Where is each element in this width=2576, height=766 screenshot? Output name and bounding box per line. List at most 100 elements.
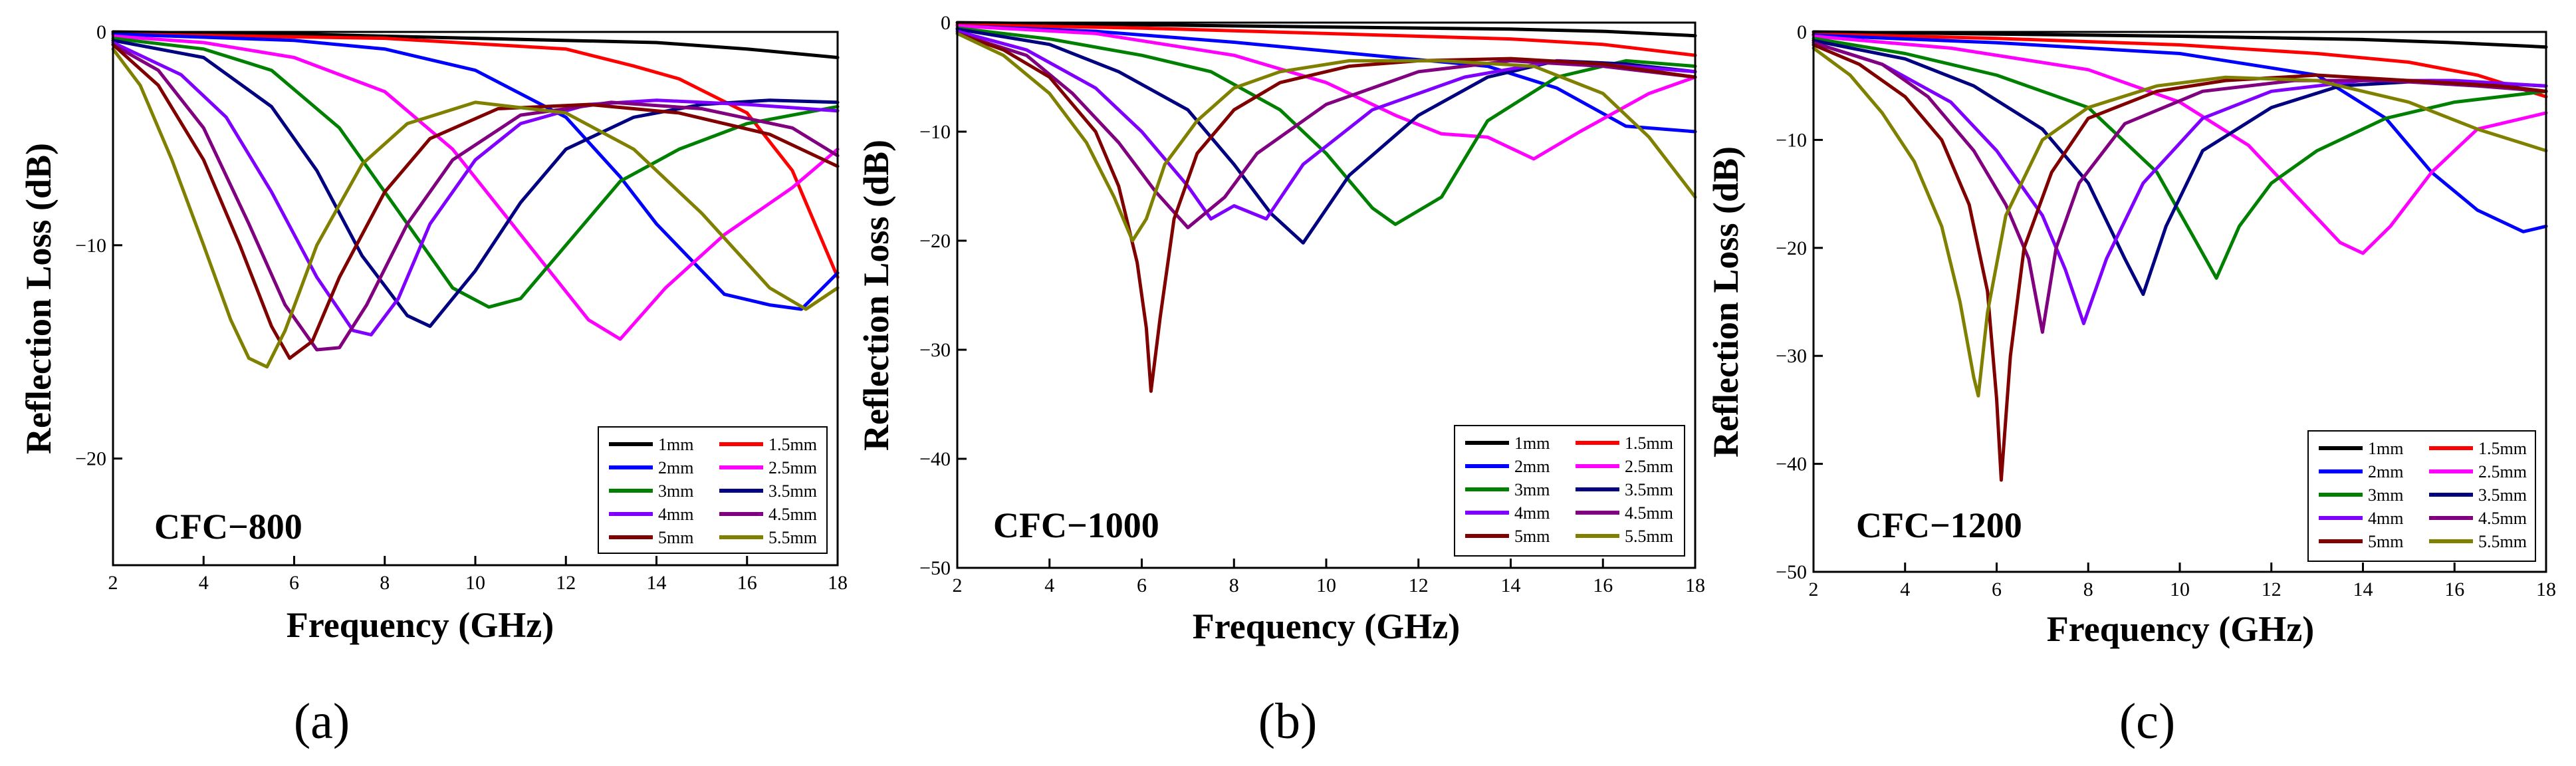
- y-tick-label: −50: [1776, 561, 1807, 583]
- legend-label-1.5mm: 1.5mm: [2478, 439, 2527, 458]
- series-line-2.5mm: [111, 34, 840, 341]
- y-tick-label: 0: [1797, 21, 1807, 43]
- series-line-4.5mm: [111, 43, 840, 352]
- series-line-5.5mm: [955, 31, 1697, 243]
- series-line-5mm: [111, 43, 840, 360]
- series-line-1.5mm: [1812, 32, 2548, 98]
- y-tick-label: −10: [919, 121, 951, 143]
- x-tick-label: 4: [199, 572, 209, 594]
- legend-label-5mm: 5mm: [2368, 532, 2403, 551]
- series-line-2.5mm: [955, 24, 1697, 161]
- series-line-1.5mm: [111, 32, 840, 279]
- x-axis-title: Frequency (GHz): [1193, 606, 1460, 646]
- y-tick-label: −20: [75, 448, 106, 470]
- series-curves: [955, 21, 1697, 393]
- legend-label-4mm: 4mm: [658, 505, 693, 524]
- series-line-1mm: [955, 21, 1697, 38]
- x-tick-label: 16: [2444, 578, 2464, 600]
- chart-panel-c: 2 4 6 8 10 12 14 16 18 0 −10 −20 −30 −40 −50 Reflectio…: [1706, 21, 2556, 749]
- x-tick-label: 4: [1044, 574, 1054, 596]
- y-tick-label: −30: [1776, 345, 1807, 367]
- y-axis-title: Reflection Loss (dB): [856, 140, 896, 451]
- series-curves: [111, 30, 840, 369]
- x-axis-title: Frequency (GHz): [2047, 609, 2314, 649]
- axis-ticks: 2 4 6 8 10 12 14 16 18 0 −10 −20: [75, 21, 848, 594]
- x-tick-label: 10: [1316, 574, 1336, 596]
- y-tick-label: 0: [941, 12, 951, 34]
- series-line-3mm: [1812, 37, 2548, 280]
- series-line-5.5mm: [1812, 46, 2548, 398]
- legend-label-5.5mm: 5.5mm: [768, 528, 817, 547]
- x-tick-label: 12: [556, 572, 576, 594]
- x-axis-title: Frequency (GHz): [287, 605, 554, 645]
- legend: 1mm 1.5mm 2mm 2.5mm 3mm 3.5mm 4mm 4.5mm 5mm 5.5mm: [2307, 430, 2536, 562]
- x-tick-label: 12: [2262, 578, 2282, 600]
- legend-label-2mm: 2mm: [658, 458, 693, 477]
- legend-label-4mm: 4mm: [1514, 503, 1550, 523]
- legend-label-3.5mm: 3.5mm: [2478, 485, 2527, 505]
- panel-label: (c): [2119, 694, 2175, 749]
- panel-label: (a): [294, 694, 350, 749]
- x-tick-label: 10: [465, 572, 485, 594]
- legend-label-2.5mm: 2.5mm: [768, 458, 817, 477]
- x-tick-label: 8: [1229, 574, 1239, 596]
- y-axis-title: Reflection Loss (dB): [19, 143, 59, 454]
- sample-label: CFC−1200: [1856, 505, 2022, 545]
- x-tick-label: 18: [828, 572, 848, 594]
- x-tick-label: 14: [1501, 574, 1521, 596]
- x-tick-label: 2: [108, 572, 118, 594]
- legend-label-5mm: 5mm: [658, 528, 693, 547]
- x-tick-label: 6: [1137, 574, 1147, 596]
- legend-label-5.5mm: 5.5mm: [2478, 532, 2527, 551]
- legend-label-4.5mm: 4.5mm: [768, 505, 817, 524]
- x-tick-label: 12: [1409, 574, 1429, 596]
- x-tick-label: 8: [2083, 578, 2093, 600]
- x-tick-label: 6: [289, 572, 299, 594]
- series-line-4mm: [1812, 41, 2548, 325]
- legend-label-4.5mm: 4.5mm: [2478, 509, 2527, 528]
- x-tick-label: 18: [1685, 574, 1705, 596]
- legend-label-1.5mm: 1.5mm: [1625, 434, 1673, 453]
- sample-label: CFC−800: [154, 507, 302, 547]
- legend: 1mm 1.5mm 2mm 2.5mm 3mm 3.5mm 4mm 4.5mm 5mm 5.5mm: [1454, 425, 1685, 557]
- x-tick-label: 16: [1593, 574, 1613, 596]
- y-axis-title: Reflection Loss (dB): [1706, 146, 1746, 457]
- panel-label: (b): [1258, 694, 1318, 749]
- legend-label-4mm: 4mm: [2368, 509, 2403, 528]
- legend-label-4.5mm: 4.5mm: [1625, 503, 1673, 523]
- x-tick-label: 2: [953, 574, 963, 596]
- legend-label-2mm: 2mm: [1514, 457, 1550, 476]
- legend-label-3mm: 3mm: [658, 481, 693, 501]
- legend-label-2.5mm: 2.5mm: [1625, 457, 1673, 476]
- y-tick-label: −40: [919, 448, 951, 470]
- x-tick-label: 2: [1809, 578, 1819, 600]
- y-tick-label: −20: [1776, 237, 1807, 259]
- series-line-4mm: [111, 41, 840, 336]
- y-tick-label: −10: [1776, 129, 1807, 151]
- series-line-5mm: [1812, 43, 2548, 482]
- legend-label-5.5mm: 5.5mm: [1625, 527, 1673, 546]
- series-line-2mm: [111, 32, 840, 311]
- series-line-2.5mm: [1812, 35, 2548, 255]
- legend-label-1mm: 1mm: [1514, 434, 1550, 453]
- x-tick-label: 14: [2353, 578, 2373, 600]
- series-line-4.5mm: [1812, 41, 2548, 334]
- series-line-1mm: [111, 30, 840, 59]
- series-line-3mm: [955, 26, 1697, 226]
- sample-label: CFC−1000: [993, 505, 1159, 545]
- y-tick-label: −20: [919, 230, 951, 252]
- x-tick-label: 16: [737, 572, 757, 594]
- series-line-1.5mm: [955, 23, 1697, 57]
- legend-label-1mm: 1mm: [2368, 439, 2403, 458]
- x-tick-label: 18: [2536, 578, 2556, 600]
- series-line-1mm: [1812, 30, 2548, 49]
- axis-ticks: 2 4 6 8 10 12 14 16 18 0 −10 −20 −30 −40 −50: [1776, 21, 2556, 600]
- x-tick-label: 10: [2170, 578, 2190, 600]
- legend: 1mm 1.5mm 2mm 2.5mm 3mm 3.5mm 4mm 4.5mm 5mm 5.5mm: [598, 426, 828, 554]
- chart-panel-a: 2 4 6 8 10 12 14 16 18 0 −10 −20 Reflection Loss (d…: [19, 21, 848, 749]
- chart-panel-b: 2 4 6 8 10 12 14 16 18 0 −10 −20 −30 −40 −50 Reflectio…: [856, 12, 1705, 749]
- y-tick-label: −30: [919, 339, 951, 361]
- legend-label-3.5mm: 3.5mm: [1625, 480, 1673, 499]
- legend-label-1mm: 1mm: [658, 435, 693, 454]
